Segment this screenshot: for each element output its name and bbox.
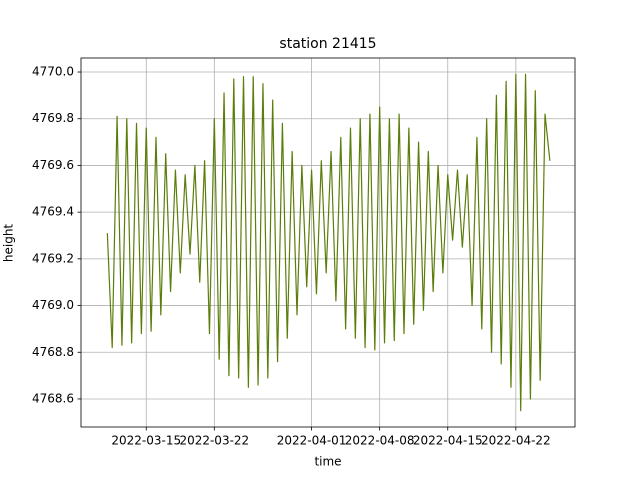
y-tick-label: 4768.6: [32, 391, 74, 405]
x-tick-label: 2022-04-01: [277, 434, 347, 448]
chart-title: station 21415: [279, 36, 376, 52]
y-tick-label: 4769.2: [32, 251, 74, 265]
x-tick-label: 2022-04-08: [345, 434, 415, 448]
x-tick-label: 2022-03-15: [111, 434, 181, 448]
plot-frame: [80, 57, 576, 428]
y-tick-label: 4769.4: [32, 205, 74, 219]
y-tick-label: 4770.0: [32, 65, 74, 79]
y-tick-label: 4769.6: [32, 158, 74, 172]
x-tick-label: 2022-03-22: [179, 434, 249, 448]
y-tick-label: 4769.0: [32, 298, 74, 312]
x-axis-label: time: [314, 455, 341, 469]
data-line: [106, 73, 551, 412]
y-tick-label: 4768.8: [32, 345, 74, 359]
x-tick-label: 2022-04-15: [413, 434, 483, 448]
x-tick-label: 2022-04-22: [481, 434, 551, 448]
y-tick-label: 4769.8: [32, 111, 74, 125]
y-axis-label: height: [2, 224, 16, 263]
